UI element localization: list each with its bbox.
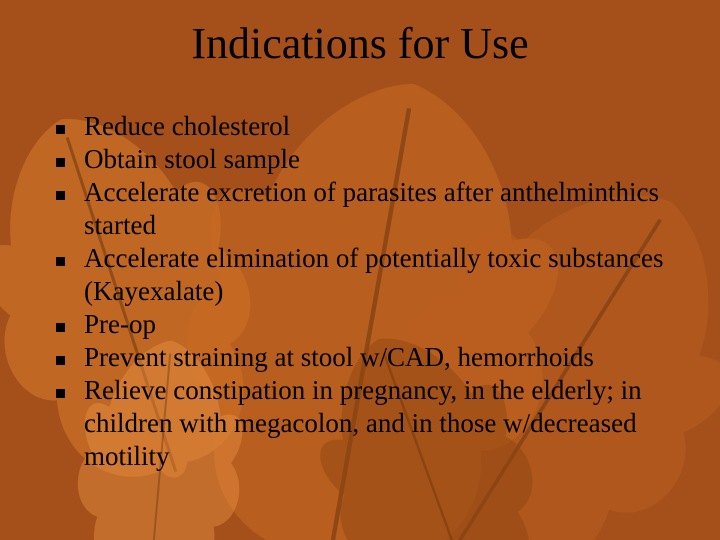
- bullet-item: Obtain stool sample: [54, 143, 690, 176]
- bullet-item: Pre-op: [54, 308, 690, 341]
- bullet-item: Accelerate excretion of parasites after …: [54, 176, 690, 242]
- bullet-item: Accelerate elimination of potentially to…: [54, 242, 690, 308]
- bullet-item: Prevent straining at stool w/CAD, hemorr…: [54, 341, 690, 374]
- bullet-list: Reduce cholesterolObtain stool sampleAcc…: [54, 110, 690, 473]
- slide-body: Reduce cholesterolObtain stool sampleAcc…: [54, 110, 690, 473]
- bullet-item: Reduce cholesterol: [54, 110, 690, 143]
- bullet-item: Relieve constipation in pregnancy, in th…: [54, 374, 690, 473]
- slide-title: Indications for Use: [0, 18, 720, 69]
- slide: Indications for Use Reduce cholesterolOb…: [0, 0, 720, 540]
